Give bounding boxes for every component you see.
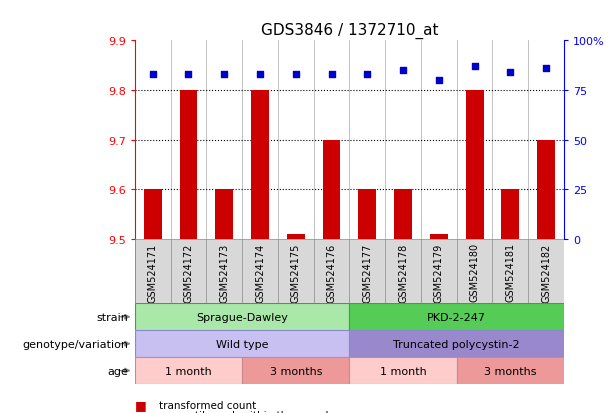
Text: Wild type: Wild type (216, 339, 268, 349)
Bar (135, 304, 349, 330)
Text: ■: ■ (135, 408, 147, 413)
Text: GSM524176: GSM524176 (327, 243, 337, 302)
Text: GSM524179: GSM524179 (434, 243, 444, 302)
Point (219, 72, 229, 78)
Text: GSM524173: GSM524173 (219, 243, 229, 302)
Text: GSM524178: GSM524178 (398, 243, 408, 302)
Text: GSM524177: GSM524177 (362, 243, 372, 302)
Bar (501, 190, 519, 240)
Text: Sprague-Dawley: Sprague-Dawley (196, 312, 288, 322)
Point (148, 72, 158, 78)
Bar (349, 357, 457, 384)
Text: PKD-2-247: PKD-2-247 (427, 312, 486, 322)
Text: transformed count: transformed count (159, 400, 257, 410)
Bar (349, 304, 564, 330)
Bar (430, 235, 447, 240)
Point (362, 72, 372, 78)
Text: genotype/variation: genotype/variation (23, 339, 129, 349)
Bar (349, 330, 564, 357)
Text: Truncated polycystin-2: Truncated polycystin-2 (394, 339, 520, 349)
Text: age: age (108, 366, 129, 376)
Bar (537, 140, 555, 240)
Text: GSM524174: GSM524174 (255, 243, 265, 302)
Bar (242, 357, 349, 384)
Text: strain: strain (97, 312, 129, 322)
Text: 1 month: 1 month (165, 366, 212, 376)
Bar (466, 91, 484, 240)
Bar (135, 357, 242, 384)
Text: GSM524181: GSM524181 (505, 243, 516, 302)
Point (505, 70, 515, 76)
Bar (144, 190, 162, 240)
Text: GSM524172: GSM524172 (183, 243, 194, 302)
Point (327, 72, 337, 78)
Bar (394, 190, 412, 240)
Bar (215, 190, 233, 240)
Point (398, 68, 408, 74)
Bar (359, 190, 376, 240)
Text: 3 months: 3 months (484, 366, 536, 376)
Text: GSM524182: GSM524182 (541, 243, 551, 302)
Text: percentile rank within the sample: percentile rank within the sample (159, 410, 335, 413)
Text: GSM524175: GSM524175 (291, 243, 301, 302)
Text: GSM524180: GSM524180 (470, 243, 479, 302)
Point (541, 66, 551, 72)
Text: 3 months: 3 months (270, 366, 322, 376)
Bar (322, 140, 340, 240)
Bar (287, 235, 305, 240)
Text: 1 month: 1 month (379, 366, 427, 376)
Text: ■: ■ (135, 398, 147, 411)
Bar (457, 357, 564, 384)
Point (291, 72, 301, 78)
Bar (135, 330, 349, 357)
Bar (251, 91, 269, 240)
Bar (180, 91, 197, 240)
Point (434, 78, 444, 84)
Point (470, 64, 479, 70)
Point (184, 72, 194, 78)
Title: GDS3846 / 1372710_at: GDS3846 / 1372710_at (261, 22, 438, 38)
Point (255, 72, 265, 78)
Text: GSM524171: GSM524171 (148, 243, 158, 302)
